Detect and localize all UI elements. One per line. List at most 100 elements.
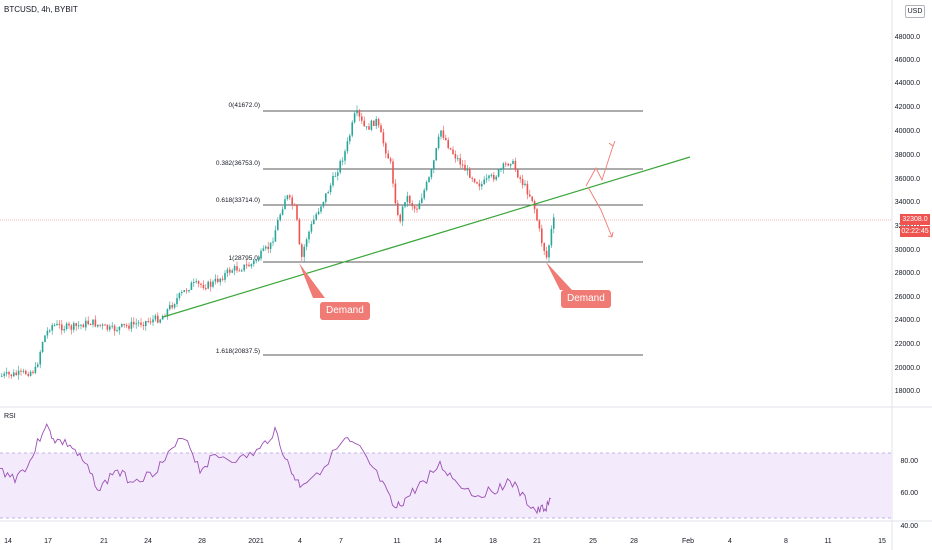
candle-body — [73, 323, 75, 330]
candle-body — [13, 372, 15, 377]
candle-body — [310, 224, 313, 232]
candle-body — [77, 325, 80, 327]
candle-body — [269, 242, 272, 249]
candle-body — [346, 141, 349, 152]
rsi-tick-label: 80.00 — [900, 458, 918, 465]
candle-body — [397, 203, 399, 215]
time-tick-label: 7 — [339, 538, 343, 545]
candle-body — [485, 178, 488, 180]
bearish-projection-arrow — [587, 186, 613, 238]
symbol-title: BTCUSD, 4h, BYBIT — [4, 5, 78, 14]
candlestick-series — [1, 105, 555, 380]
candle-body — [241, 270, 243, 272]
candle-body — [303, 246, 305, 257]
candle-body — [500, 168, 502, 170]
time-tick-label: 14 — [434, 538, 442, 545]
time-tick-label: 4 — [728, 538, 732, 545]
demand-callout-left[interactable]: Demand — [320, 302, 370, 320]
candle-body — [181, 292, 183, 294]
candle-body — [89, 324, 92, 326]
candle-body — [291, 197, 293, 205]
candle-body — [118, 326, 121, 331]
candle-body — [248, 264, 250, 267]
candle-body — [442, 130, 445, 138]
candle-body — [353, 113, 356, 123]
candle-body — [253, 260, 255, 265]
demand-left-pointer — [299, 263, 325, 298]
candle-body — [440, 130, 442, 137]
fibonacci-retracement[interactable]: 0(41672.0) 0.382(36753.0) 0.618(33714.0)… — [216, 102, 643, 356]
candle-body — [46, 330, 49, 336]
candle-body — [289, 195, 291, 198]
candle-body — [82, 324, 85, 328]
candle-body — [104, 324, 106, 326]
candle-body — [94, 319, 97, 327]
candle-body — [332, 176, 334, 186]
candle-body — [418, 203, 421, 210]
candle-body — [454, 154, 457, 159]
candle-body — [341, 160, 344, 162]
candle-body — [173, 304, 176, 308]
bar-countdown-tag: 02:22:45 — [900, 226, 930, 237]
candle-body — [279, 214, 281, 221]
candle-body — [41, 342, 44, 352]
candle-body — [265, 246, 267, 249]
demand-callout-right[interactable]: Demand — [561, 290, 611, 308]
candle-body — [75, 323, 77, 326]
candle-body — [305, 239, 308, 247]
candle-body — [339, 160, 341, 173]
candle-body — [236, 266, 238, 271]
candle-body — [5, 372, 8, 374]
candle-body — [154, 315, 157, 320]
candle-body — [437, 136, 440, 149]
candle-body — [430, 169, 433, 178]
price-tick-label: 38000.0 — [895, 152, 920, 159]
candle-body — [70, 325, 73, 330]
candle-body — [99, 324, 101, 326]
candle-body — [406, 195, 409, 203]
rsi-tick-label: 60.00 — [900, 490, 918, 497]
candle-body — [63, 328, 65, 331]
candle-body — [505, 163, 507, 165]
candle-body — [113, 325, 116, 331]
fib-label-1: 1(28795.0) — [229, 255, 260, 262]
candle-body — [361, 116, 363, 121]
time-axis[interactable]: 14 17 21 24 28 2021 4 7 11 14 18 21 25 28 Feb 4 8 11 15 — [4, 538, 886, 545]
candle-body — [274, 230, 277, 242]
candle-body — [445, 137, 447, 141]
currency-button[interactable]: USD — [905, 5, 925, 18]
price-tick-label: 30000.0 — [895, 247, 920, 254]
time-tick-label: 28 — [630, 538, 638, 545]
candle-body — [56, 323, 58, 326]
candle-body — [39, 351, 41, 365]
candle-body — [149, 321, 152, 323]
projection-arrows[interactable] — [585, 140, 616, 238]
candle-body — [231, 270, 233, 273]
candle-body — [130, 321, 133, 329]
support-trendline[interactable] — [162, 156, 691, 318]
candle-body — [142, 324, 145, 326]
candle-body — [502, 163, 505, 169]
candle-body — [205, 288, 207, 290]
candle-body — [262, 248, 265, 251]
candle-body — [327, 191, 329, 194]
candle-body — [202, 284, 205, 289]
candle-body — [8, 372, 10, 375]
fib-label-1618: 1.618(20837.5) — [216, 348, 260, 355]
candle-body — [147, 321, 149, 323]
candle-body — [375, 119, 377, 126]
candle-body — [80, 324, 82, 326]
candle-body — [423, 190, 425, 199]
candle-body — [545, 250, 548, 258]
candle-body — [296, 204, 298, 220]
candle-body — [457, 158, 459, 160]
candle-body — [169, 305, 171, 310]
time-tick-label: 8 — [784, 538, 788, 545]
time-tick-label: 21 — [100, 538, 108, 545]
candle-body — [97, 324, 99, 327]
candle-body — [229, 269, 231, 273]
candle-body — [29, 371, 32, 376]
candle-body — [459, 158, 461, 165]
candle-body — [329, 185, 332, 192]
